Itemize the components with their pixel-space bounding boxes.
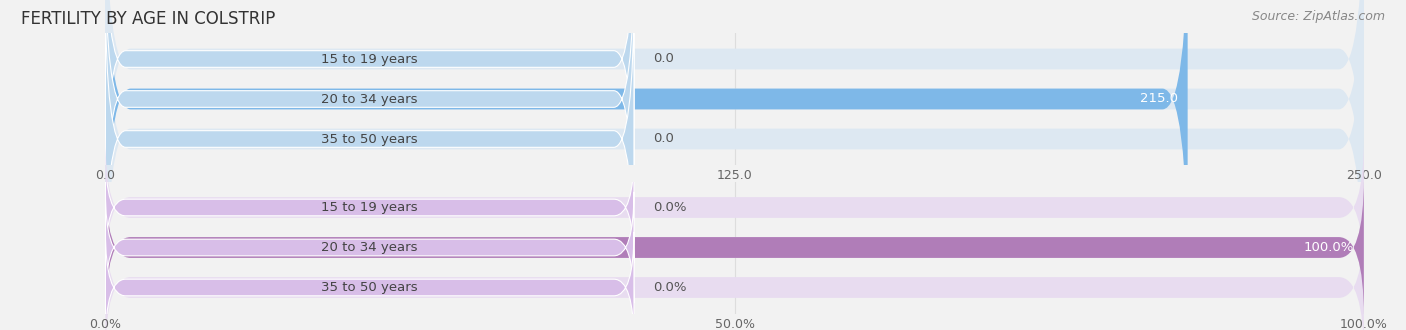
FancyBboxPatch shape xyxy=(105,0,1364,329)
FancyBboxPatch shape xyxy=(105,0,1364,289)
FancyBboxPatch shape xyxy=(105,192,634,303)
Text: FERTILITY BY AGE IN COLSTRIP: FERTILITY BY AGE IN COLSTRIP xyxy=(21,10,276,28)
Text: 15 to 19 years: 15 to 19 years xyxy=(322,201,418,214)
FancyBboxPatch shape xyxy=(105,178,1364,317)
Text: 35 to 50 years: 35 to 50 years xyxy=(322,133,418,146)
FancyBboxPatch shape xyxy=(105,0,1364,248)
Text: 215.0: 215.0 xyxy=(1140,92,1178,106)
Text: 0.0%: 0.0% xyxy=(652,201,686,214)
Text: 0.0: 0.0 xyxy=(652,133,673,146)
Text: 20 to 34 years: 20 to 34 years xyxy=(322,241,418,254)
FancyBboxPatch shape xyxy=(105,0,634,211)
Text: 35 to 50 years: 35 to 50 years xyxy=(322,281,418,294)
FancyBboxPatch shape xyxy=(105,152,634,263)
FancyBboxPatch shape xyxy=(105,178,1364,317)
Text: 20 to 34 years: 20 to 34 years xyxy=(322,92,418,106)
FancyBboxPatch shape xyxy=(105,218,1364,330)
Text: Source: ZipAtlas.com: Source: ZipAtlas.com xyxy=(1251,10,1385,23)
FancyBboxPatch shape xyxy=(105,0,634,251)
FancyBboxPatch shape xyxy=(105,138,1364,277)
Text: 0.0%: 0.0% xyxy=(652,281,686,294)
Text: 0.0: 0.0 xyxy=(652,52,673,65)
FancyBboxPatch shape xyxy=(105,0,1188,289)
FancyBboxPatch shape xyxy=(105,232,634,330)
Text: 100.0%: 100.0% xyxy=(1303,241,1354,254)
FancyBboxPatch shape xyxy=(105,0,634,291)
Text: 15 to 19 years: 15 to 19 years xyxy=(322,52,418,65)
